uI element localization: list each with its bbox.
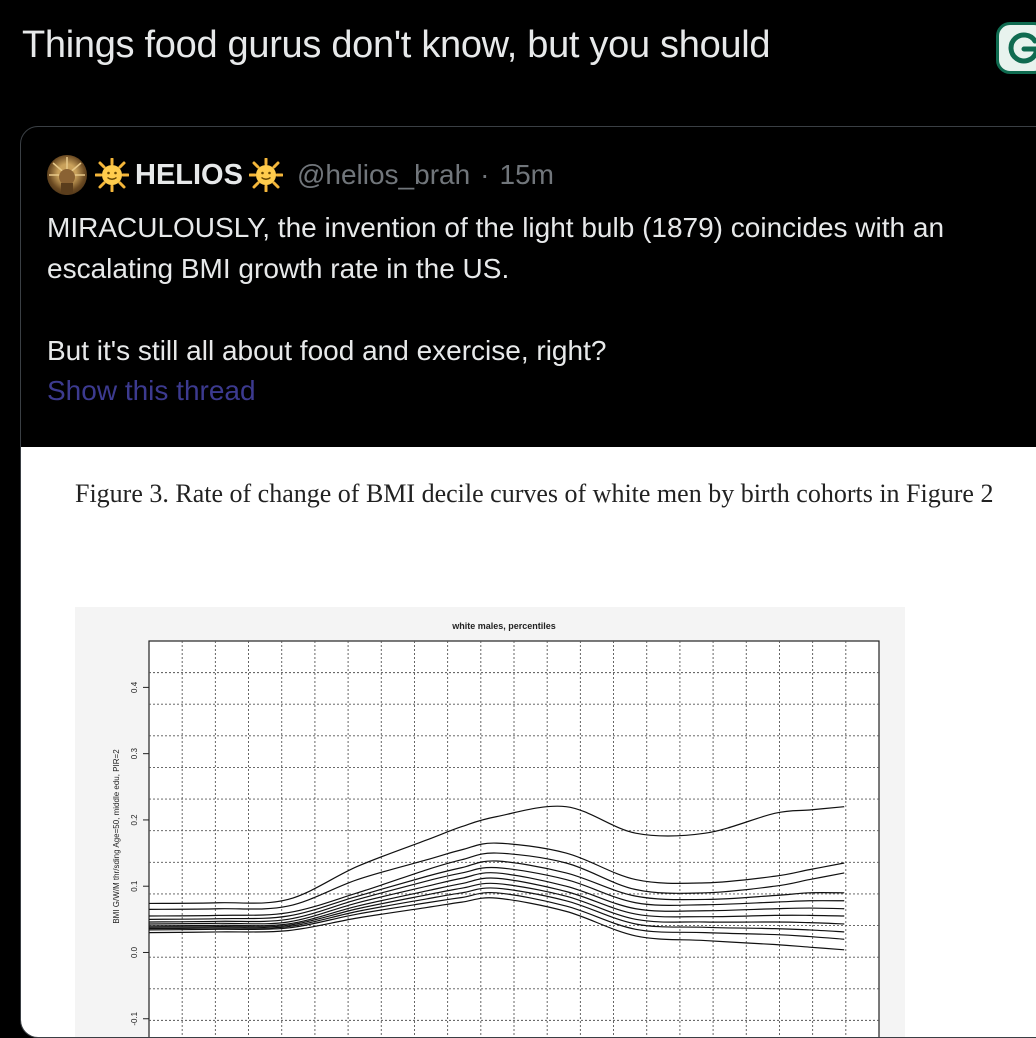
y-tick-label: 0.2 [130, 814, 139, 826]
tweet-text-paragraph: But it's still all about food and exerci… [47, 335, 607, 366]
sun-emoji-icon [94, 157, 130, 193]
extension-g-icon[interactable] [996, 22, 1036, 74]
series-line-7 [148, 882, 845, 928]
author-row: HELIOS @helios_brah · 15m [47, 155, 554, 195]
series-line-4 [148, 866, 845, 923]
user-handle[interactable]: @helios_brah [296, 159, 471, 190]
series-line-10 [148, 805, 845, 905]
series-line-6 [148, 877, 845, 927]
tweet-text-paragraph: MIRACULOUSLY, the invention of the light… [47, 212, 945, 284]
figure-caption: Figure 3. Rate of change of BMI decile c… [75, 479, 994, 508]
chart-title: white males, percentiles [451, 621, 556, 631]
tweet-text: MIRACULOUSLY, the invention of the light… [47, 207, 1036, 371]
y-tick-label: 0.0 [130, 946, 139, 958]
quote-tweet-card[interactable]: HELIOS @helios_brah · 15m MIRACULOUSLY, … [20, 126, 1036, 1038]
series-line-3 [148, 860, 845, 920]
display-name[interactable]: HELIOS [135, 158, 243, 191]
series-line-1 [148, 842, 845, 910]
y-tick-label: -0.1 [130, 1011, 139, 1025]
attached-image[interactable]: Figure 3. Rate of change of BMI decile c… [21, 447, 1036, 1037]
avatar[interactable] [47, 155, 87, 195]
series-line-11 [148, 897, 845, 951]
series-line-8 [148, 887, 845, 933]
separator-dot: · [480, 159, 490, 190]
timestamp[interactable]: 15m [499, 159, 554, 190]
series-line-5 [148, 872, 845, 925]
series-line-2 [148, 852, 845, 917]
page-title: Things food gurus don't know, but you sh… [22, 24, 771, 66]
y-tick-label: 0.1 [130, 880, 139, 892]
y-tick-label: 0.3 [130, 748, 139, 760]
series-line-9 [148, 891, 845, 940]
bmi-chart: white males, percentiles -0.1 0.0 0.1 0.2 0.3… [75, 607, 905, 1037]
y-axis-label: BMI G/W/M thr/sding Age=50, middle edu, … [112, 749, 121, 924]
y-tick-label: 0.4 [130, 681, 139, 693]
show-thread-link[interactable]: Show this thread [47, 375, 256, 406]
sun-emoji-icon [248, 157, 284, 193]
